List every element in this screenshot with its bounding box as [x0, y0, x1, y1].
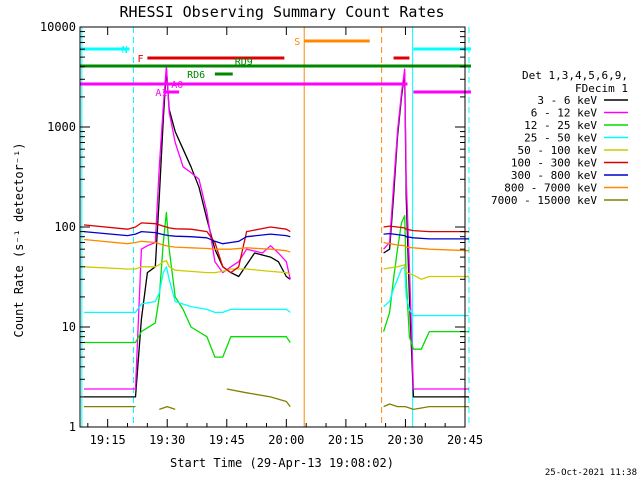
legend-label-5: 100 - 300 keV: [511, 157, 597, 170]
legend-label-0: 3 - 6 keV: [537, 94, 597, 107]
series-line-7-0: [83, 238, 291, 253]
flag-bars: NF RD9 RD6 A0 A1 S: [80, 37, 471, 99]
y-tick-label-4: 10000: [40, 20, 76, 34]
chart-title: RHESSI Observing Summary Count Rates: [119, 3, 444, 21]
x-tick-label-4: 20:15: [328, 433, 364, 447]
flag-label-f: F: [137, 54, 143, 65]
x-tick-label-6: 20:45: [447, 433, 483, 447]
flag-label-rd6: RD6: [187, 70, 205, 81]
series-line-8-3: [383, 403, 469, 411]
axis-ticks: 19:15 19:30 19:45 20:00 20:15 20:30 20:45 1 10 10…: [40, 20, 483, 447]
series-line-7-1: [383, 241, 470, 252]
legend-label-2: 12 - 25 keV: [524, 119, 597, 132]
legend-label-6: 300 - 800 keV: [511, 169, 597, 182]
series-line-5-1: [383, 225, 469, 233]
legend-label-7: 800 - 7000 keV: [504, 182, 597, 195]
legend-header-line-1: Det 1,3,4,5,6,9,: [522, 69, 628, 82]
series-line-3-1: [383, 266, 469, 317]
series-line-8-1: [159, 405, 176, 411]
legend-label-8: 7000 - 15000 keV: [491, 194, 597, 207]
y-tick-label-0: 1: [69, 420, 76, 434]
legend-label-1: 6 - 12 keV: [531, 107, 598, 120]
y-tick-label-3: 1000: [47, 120, 76, 134]
series-line-2-1: [382, 214, 469, 350]
series-line-4-1: [383, 264, 469, 280]
flag-label-n: N: [122, 45, 128, 56]
series-line-1-1: [383, 68, 469, 390]
flag-label-rd9: RD9: [235, 57, 253, 68]
legend-label-3: 25 - 50 keV: [524, 132, 597, 145]
flag-label-s: S: [294, 37, 300, 48]
x-axis-label: Start Time (29-Apr-13 19:08:02): [170, 456, 394, 470]
series-line-4-0: [83, 260, 291, 275]
series-line-0-0: [83, 68, 291, 398]
y-tick-label-1: 10: [62, 320, 76, 334]
count-rate-series: [83, 65, 470, 411]
x-tick-label-2: 19:45: [209, 433, 245, 447]
flag-label-a1: A1: [155, 88, 167, 99]
footer-timestamp: 25-Oct-2021 11:38: [545, 468, 637, 478]
y-axis-label: Count Rate (s⁻¹ detector⁻¹): [12, 142, 26, 337]
series-line-6-0: [83, 230, 291, 245]
legend-header-line-2: FDecim 1: [575, 82, 628, 95]
x-tick-label-1: 19:30: [149, 433, 185, 447]
series-line-8-2: [226, 388, 291, 408]
flag-label-a0: A0: [171, 80, 183, 91]
legend-label-4: 50 - 100 keV: [518, 144, 598, 157]
x-tick-label-3: 20:00: [268, 433, 304, 447]
series-line-6-1: [383, 232, 469, 240]
y-tick-label-2: 100: [54, 220, 76, 234]
series-line-3-0: [83, 266, 291, 314]
vertical-markers: [81, 27, 470, 427]
x-tick-label-5: 20:30: [387, 433, 423, 447]
x-tick-label-0: 19:15: [90, 433, 126, 447]
